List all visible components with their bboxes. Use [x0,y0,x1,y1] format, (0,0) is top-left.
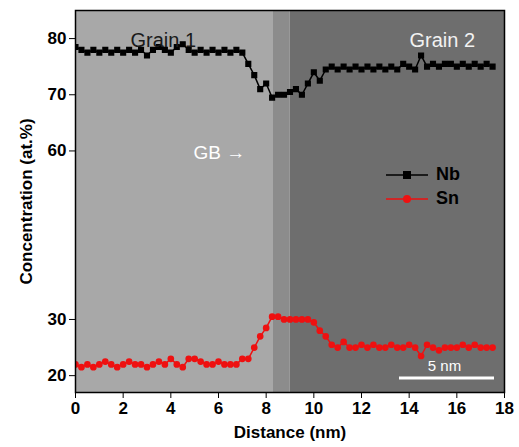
html-text:Sn: Sn [436,188,459,209]
svg-text:80: 80 [48,29,67,48]
svg-text:5 nm: 5 nm [428,357,461,374]
svg-text:20: 20 [48,366,67,385]
svg-text:60: 60 [48,141,67,160]
svg-text:2: 2 [118,399,127,418]
svg-text:8: 8 [261,399,270,418]
svg-text:Grain 1: Grain 1 [131,29,197,51]
svg-text:6: 6 [214,399,223,418]
svg-text:30: 30 [48,310,67,329]
svg-text:Concentration (at.%): Concentration (at.%) [17,118,36,284]
svg-text:4: 4 [166,399,176,418]
svg-text:GB →: GB → [194,142,246,163]
html-text:Nb: Nb [436,164,460,185]
svg-text:Grain 2: Grain 2 [410,29,476,51]
svg-text:12: 12 [352,399,371,418]
svg-text:Distance (nm): Distance (nm) [234,423,346,442]
svg-text:14: 14 [400,399,419,418]
svg-text:10: 10 [304,399,323,418]
svg-text:18: 18 [495,399,514,418]
svg-text:16: 16 [447,399,466,418]
svg-text:70: 70 [48,85,67,104]
svg-text:0: 0 [71,399,80,418]
